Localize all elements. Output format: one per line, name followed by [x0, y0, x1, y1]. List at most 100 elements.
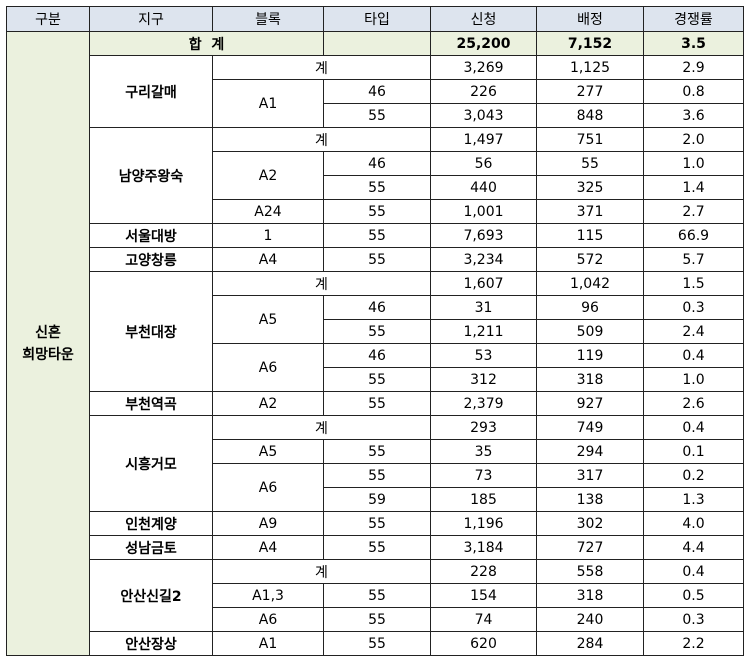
- data-row: A5 46 31 96 0.3: [7, 295, 744, 344]
- assigned: 727: [536, 535, 644, 560]
- subtotal-row: 부천대장 계 1,607 1,042 1.5: [7, 271, 744, 392]
- data-row: A2 46 56 55 1.0: [7, 151, 744, 200]
- subtotal-rate: 0.4: [643, 415, 744, 440]
- district-name: 안산장상: [89, 631, 213, 656]
- block-name: A6: [212, 607, 324, 632]
- data-row: A5 55 35 294 0.1: [7, 439, 744, 464]
- district-name: 안산신길2: [89, 559, 213, 632]
- subtotal-rate: 2.9: [643, 55, 744, 80]
- type: 46: [323, 295, 431, 320]
- total-applied: 25,200: [430, 31, 537, 56]
- data-row: 55 1,211 509 2.4: [7, 319, 744, 344]
- rate: 1.0: [643, 367, 744, 392]
- rate: 4.4: [643, 535, 744, 560]
- type: 55: [323, 247, 431, 272]
- type: 55: [323, 511, 431, 536]
- assigned: 277: [536, 79, 644, 104]
- district-name: 구리갈매: [89, 55, 213, 128]
- type: 55: [323, 631, 431, 656]
- district-name: 서울대방: [89, 223, 213, 248]
- type: 59: [323, 487, 431, 512]
- block-name: A5: [212, 295, 324, 344]
- district-name: 고양창릉: [89, 247, 213, 272]
- assigned: 284: [536, 631, 644, 656]
- rate: 0.4: [643, 343, 744, 368]
- rate: 3.6: [643, 103, 744, 128]
- rate: 0.2: [643, 463, 744, 488]
- rate: 2.4: [643, 319, 744, 344]
- rate: 5.7: [643, 247, 744, 272]
- assigned: 302: [536, 511, 644, 536]
- block-name: A6: [212, 463, 324, 512]
- applied: 1,001: [430, 199, 537, 224]
- header-row: 구분 지구 블록 타입 신청 배정 경쟁률: [6, 6, 744, 32]
- rate: 1.3: [643, 487, 744, 512]
- assigned: 572: [536, 247, 644, 272]
- block-name: 1: [212, 223, 324, 248]
- header-cell: 신청: [430, 6, 537, 32]
- type: 55: [323, 319, 431, 344]
- total-row: 신혼 희망타운 합 계 25,200 7,152 3.5: [6, 31, 744, 656]
- total-rate: 3.5: [643, 31, 744, 56]
- group-cell: 신혼 희망타운: [6, 31, 90, 656]
- subtotal-label: 계: [212, 559, 431, 584]
- type: 46: [323, 79, 431, 104]
- rate: 2.2: [643, 631, 744, 656]
- subtotal-rate: 2.0: [643, 127, 744, 152]
- header-cell: 타입: [323, 6, 431, 32]
- subtotal-applied: 228: [430, 559, 537, 584]
- empty-cell: [323, 31, 431, 56]
- rate: 2.6: [643, 391, 744, 416]
- rate: 4.0: [643, 511, 744, 536]
- block-name: A24: [212, 199, 324, 224]
- subtotal-label: 계: [212, 127, 431, 152]
- rate: 1.0: [643, 151, 744, 176]
- applied: 3,043: [430, 103, 537, 128]
- assigned: 115: [536, 223, 644, 248]
- data-row: 고양창릉 A4 55 3,234 572 5.7: [7, 247, 744, 272]
- type: 55: [323, 463, 431, 488]
- subtotal-assigned: 1,042: [536, 271, 644, 296]
- type: 55: [323, 535, 431, 560]
- type: 55: [323, 175, 431, 200]
- assigned: 509: [536, 319, 644, 344]
- assigned: 371: [536, 199, 644, 224]
- assigned: 119: [536, 343, 644, 368]
- block-name: A5: [212, 439, 324, 464]
- block-name: A1,3: [212, 583, 324, 608]
- district-name: 인천계양: [89, 511, 213, 536]
- data-row: 59 185 138 1.3: [7, 487, 744, 512]
- assigned: 55: [536, 151, 644, 176]
- rate: 0.8: [643, 79, 744, 104]
- data-row: A6 55 74 240 0.3: [7, 607, 744, 632]
- subtotal-assigned: 558: [536, 559, 644, 584]
- data-row: 안산장상 A1 55 620 284 2.2: [7, 631, 744, 656]
- district-name: 성남금토: [89, 535, 213, 560]
- data-row: 55 312 318 1.0: [7, 367, 744, 392]
- subtotal-applied: 1,497: [430, 127, 537, 152]
- assigned: 318: [536, 583, 644, 608]
- block-name: A2: [212, 151, 324, 200]
- assigned: 294: [536, 439, 644, 464]
- subtotal-row: 안산신길2 계 228 558 0.4: [7, 559, 744, 632]
- rate: 0.1: [643, 439, 744, 464]
- subtotal-row: 시흥거모 계 293 749 0.4: [7, 415, 744, 512]
- total-label: 합 계: [89, 31, 324, 56]
- assigned: 240: [536, 607, 644, 632]
- applied: 440: [430, 175, 537, 200]
- subtotal-rate: 0.4: [643, 559, 744, 584]
- rate: 0.3: [643, 607, 744, 632]
- rate: 0.3: [643, 295, 744, 320]
- district-name: 남양주왕숙: [89, 127, 213, 224]
- subtotal-assigned: 1,125: [536, 55, 644, 80]
- type: 46: [323, 343, 431, 368]
- applied: 7,693: [430, 223, 537, 248]
- rate: 1.4: [643, 175, 744, 200]
- applied: 620: [430, 631, 537, 656]
- subtotal-label: 계: [212, 271, 431, 296]
- applied: 312: [430, 367, 537, 392]
- assigned: 318: [536, 367, 644, 392]
- group-label: 신혼: [35, 324, 61, 341]
- applied: 154: [430, 583, 537, 608]
